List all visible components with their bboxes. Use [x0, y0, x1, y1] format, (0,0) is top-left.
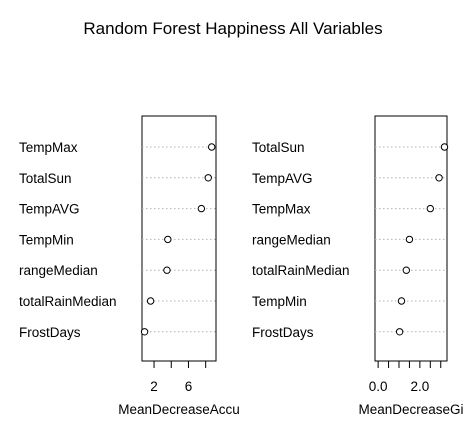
category-label: TempAVG — [252, 171, 313, 186]
x-axis-label: MeanDecreaseAccu — [118, 402, 240, 417]
category-label: TempMin — [252, 294, 307, 309]
accuracy-panel: TempMax TotalSun TempAVG TempMin rangeMedian… — [19, 115, 240, 417]
x-tick-label: 2 — [150, 379, 158, 394]
x-axis-label: MeanDecreaseGi — [358, 402, 463, 417]
data-point — [164, 235, 172, 244]
x-tick-label: 2.0 — [410, 379, 429, 394]
category-label: TotalSun — [252, 140, 305, 155]
data-point — [140, 328, 149, 336]
category-label: TotalSun — [19, 171, 72, 186]
data-point — [146, 297, 155, 305]
data-point — [402, 266, 411, 274]
gini-panel: TotalSun TempAVG TempMax rangeMedian totalRa… — [252, 115, 464, 417]
x-tick-label: 0.0 — [369, 379, 388, 394]
category-label: TempMax — [252, 202, 311, 217]
category-label: TempMax — [19, 140, 78, 155]
category-label: totalRainMedian — [19, 294, 117, 309]
data-point — [207, 143, 216, 151]
data-point — [197, 204, 206, 213]
x-tick-label: 6 — [185, 379, 193, 394]
category-label: TempMin — [19, 232, 74, 247]
data-point — [163, 266, 171, 274]
data-point — [426, 204, 435, 213]
data-point — [435, 174, 443, 182]
category-label: rangeMedian — [19, 263, 98, 278]
plot-box — [141, 115, 217, 362]
data-point — [395, 328, 404, 336]
category-label: FrostDays — [19, 325, 81, 340]
data-point — [440, 143, 449, 151]
plot-box — [374, 115, 448, 362]
category-label: FrostDays — [252, 325, 314, 340]
data-point — [405, 235, 414, 244]
category-label: TempAVG — [19, 202, 80, 217]
category-label: totalRainMedian — [252, 263, 350, 278]
chart-title: Random Forest Happiness All Variables — [83, 19, 382, 38]
data-point — [204, 174, 212, 182]
data-point — [397, 297, 406, 305]
category-label: rangeMedian — [252, 232, 331, 247]
